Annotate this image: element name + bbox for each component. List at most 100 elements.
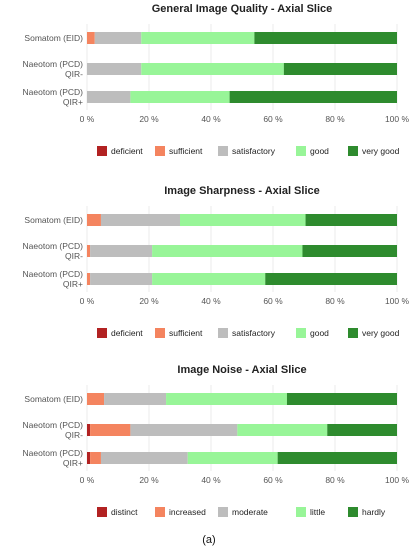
x-tick-label: 20 % (139, 114, 159, 124)
bar-segment-moderate (104, 393, 167, 405)
x-tick-label: 60 % (263, 114, 283, 124)
legend-swatch (296, 507, 306, 517)
legend-label: hardly (362, 507, 386, 517)
x-tick-label: 80 % (325, 296, 345, 306)
legend-swatch (348, 146, 358, 156)
bar-segment-hardly (286, 393, 397, 405)
legend-swatch (97, 328, 107, 338)
bar-segment-very-good (265, 273, 397, 285)
bar-segment-increased (90, 452, 101, 464)
legend-label: sufficient (169, 146, 203, 156)
bar-segment-very-good (283, 63, 397, 75)
legend-label: moderate (232, 507, 268, 517)
legend-swatch (218, 328, 228, 338)
bar-segment-very-good (229, 91, 397, 103)
chart-title: Image Noise - Axial Slice (177, 364, 306, 376)
legend-label: good (310, 146, 329, 156)
bar-segment-little (187, 452, 278, 464)
figure-caption: (a) (202, 534, 215, 546)
legend-label: sufficient (169, 328, 203, 338)
x-tick-label: 80 % (325, 475, 345, 485)
bar-segment-little (166, 393, 287, 405)
bar-segment-sufficient (87, 32, 95, 44)
bar-segment-little (237, 424, 328, 436)
x-tick-label: 100 % (385, 475, 410, 485)
category-label: Naeotom (PCD) (23, 269, 84, 279)
x-tick-label: 40 % (201, 296, 221, 306)
bar-segment-satisfactory (90, 245, 153, 257)
chart-panel-2: Image Sharpness - Axial Slice 0 % 20 % 40 %… (23, 185, 410, 338)
category-label: Naeotom (PCD) (23, 241, 84, 251)
bar-segment-distinct (87, 452, 91, 464)
bar-segment-hardly (327, 424, 397, 436)
chart-panel-1: General Image Quality - Axial Slice 0 % 20… (23, 3, 410, 156)
legend-swatch (155, 328, 165, 338)
legend-swatch (218, 507, 228, 517)
category-label: Naeotom (PCD) (23, 59, 84, 69)
chart-title: Image Sharpness - Axial Slice (164, 185, 320, 197)
x-tick-label: 100 % (385, 114, 410, 124)
category-label-line2: QIR- (65, 430, 83, 440)
category-label: Somatom (EID) (24, 215, 83, 225)
legend-swatch (155, 507, 165, 517)
bar-segment-good (152, 245, 303, 257)
legend-swatch (155, 146, 165, 156)
x-tick-label: 0 % (80, 114, 95, 124)
bar-segment-increased (87, 393, 105, 405)
legend-label: deficient (111, 146, 143, 156)
category-label-line2: QIR- (65, 251, 83, 261)
legend-label: little (310, 507, 325, 517)
bar-segment-hardly (277, 452, 397, 464)
bar-segment-moderate (100, 452, 188, 464)
legend-swatch (348, 328, 358, 338)
legend-label: satisfactory (232, 146, 276, 156)
bar-segment-moderate (130, 424, 238, 436)
category-label: Naeotom (PCD) (23, 448, 84, 458)
x-tick-label: 60 % (263, 475, 283, 485)
bar-segment-sufficient (87, 273, 91, 285)
legend-swatch (296, 146, 306, 156)
bar-segment-very-good (254, 32, 397, 44)
x-tick-label: 0 % (80, 475, 95, 485)
bar-segment-satisfactory (87, 63, 142, 75)
legend-swatch (296, 328, 306, 338)
chart-title: General Image Quality - Axial Slice (152, 3, 333, 15)
bar-segment-distinct (87, 424, 91, 436)
legend-swatch (97, 146, 107, 156)
category-label: Somatom (EID) (24, 394, 83, 404)
legend-swatch (218, 146, 228, 156)
chart-panel-3: Image Noise - Axial Slice 0 % 20 % 40 % 60 %… (23, 364, 410, 517)
category-label: Naeotom (PCD) (23, 87, 84, 97)
bar-segment-sufficient (87, 245, 91, 257)
bar-segment-good (141, 32, 255, 44)
x-tick-label: 80 % (325, 114, 345, 124)
legend-label: deficient (111, 328, 143, 338)
bar-segment-good (180, 214, 306, 226)
category-label: Somatom (EID) (24, 33, 83, 43)
bar-segment-good (152, 273, 266, 285)
bar-segment-increased (90, 424, 131, 436)
x-tick-label: 0 % (80, 296, 95, 306)
bar-segment-satisfactory (87, 91, 131, 103)
x-tick-label: 20 % (139, 296, 159, 306)
x-tick-label: 40 % (201, 475, 221, 485)
x-tick-label: 40 % (201, 114, 221, 124)
x-tick-label: 20 % (139, 475, 159, 485)
bar-segment-sufficient (87, 214, 101, 226)
chart-panels: General Image Quality - Axial Slice 0 % 20… (23, 3, 410, 517)
x-tick-label: 60 % (263, 296, 283, 306)
x-tick-label: 100 % (385, 296, 410, 306)
legend-swatch (97, 507, 107, 517)
bar-segment-satisfactory (90, 273, 153, 285)
bar-segment-satisfactory (100, 214, 180, 226)
category-label-line2: QIR+ (63, 458, 83, 468)
bar-segment-very-good (305, 214, 397, 226)
bar-segment-good (141, 63, 284, 75)
legend-label: increased (169, 507, 206, 517)
legend-label: good (310, 328, 329, 338)
category-label: Naeotom (PCD) (23, 420, 84, 430)
bar-segment-very-good (302, 245, 397, 257)
category-label-line2: QIR+ (63, 97, 83, 107)
bar-segment-good (130, 91, 230, 103)
